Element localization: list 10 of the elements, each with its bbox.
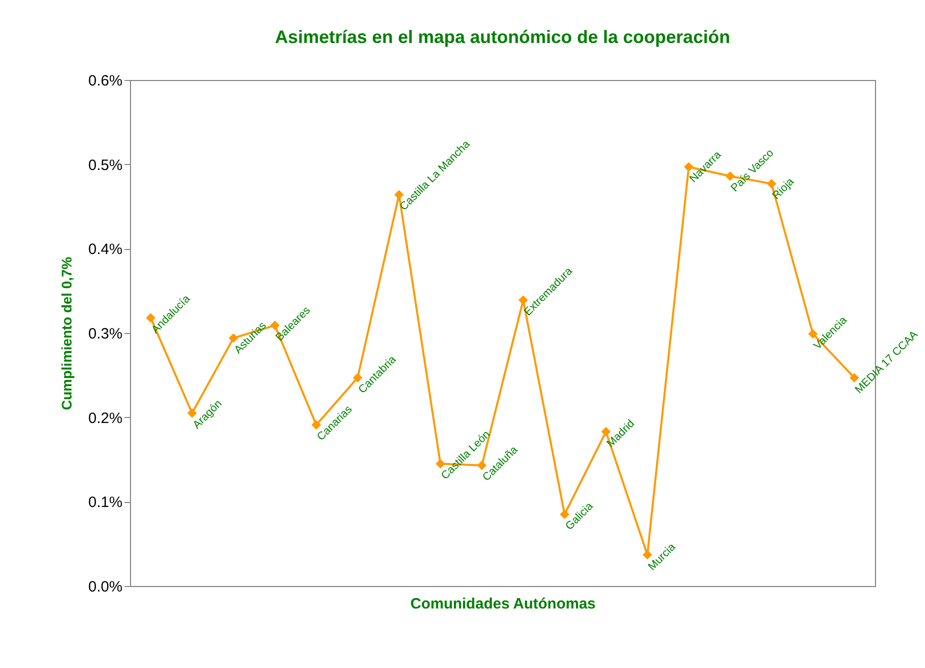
y-tick-label: 0.3%	[88, 326, 122, 342]
y-tick-label: 0.5%	[88, 156, 122, 174]
chart-title: Asimetrías en el mapa autonómico de la cooperación	[274, 27, 730, 47]
y-tick-label: 0.0%	[88, 578, 122, 596]
y-axis-title: Cumplimiento del 0,7%	[58, 256, 74, 410]
y-tick-label: 0.2%	[88, 410, 122, 427]
y-tick-label: 0.6%	[88, 72, 122, 90]
x-axis-title: Comunidades Autónomas	[410, 596, 596, 612]
y-tick-label: 0.4%	[88, 241, 122, 258]
y-tick-label: 0.1%	[88, 494, 122, 512]
